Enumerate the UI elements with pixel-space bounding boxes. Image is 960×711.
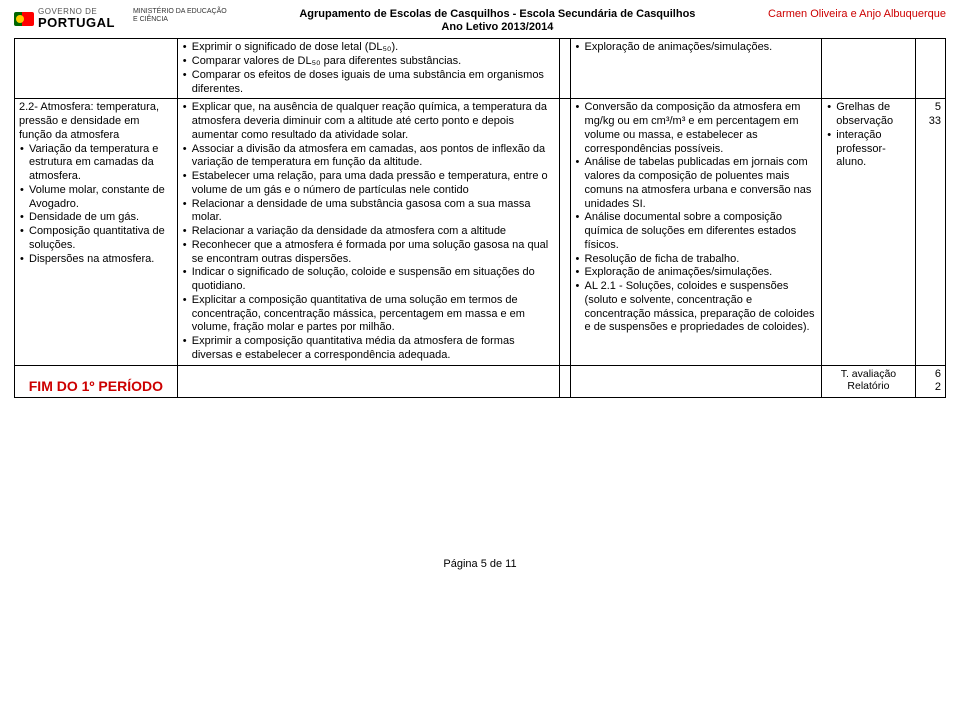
cell-objectives-1: Exprimir o significado de dose letal (DL… bbox=[177, 39, 559, 99]
topic-sublist: Variação da temperatura e estrutura em c… bbox=[19, 143, 173, 267]
hours-top: 5 bbox=[920, 101, 941, 115]
logo-text: GOVERNO DE PORTUGAL bbox=[38, 8, 115, 29]
cell-activities-1: Exploração de animações/simulações. bbox=[570, 39, 822, 99]
center-title: Agrupamento de Escolas de Casquilhos - E… bbox=[233, 8, 762, 34]
list-item: Grelhas de observação bbox=[826, 101, 910, 129]
curriculum-table: Exprimir o significado de dose letal (DL… bbox=[14, 38, 946, 398]
cell-spacer bbox=[559, 99, 570, 365]
eval-row-2: Relatório bbox=[826, 380, 910, 392]
list-item: Relacionar a variação da densidade da at… bbox=[182, 225, 555, 239]
fim-periodo: FIM DO 1º PERÍODO bbox=[15, 365, 178, 398]
list-item: Relacionar a densidade de uma substância… bbox=[182, 198, 555, 226]
page-footer: Página 5 de 11 bbox=[14, 558, 946, 570]
list-item: Exprimir o significado de dose letal (DL… bbox=[182, 41, 555, 55]
list-item: Comparar os efeitos de doses iguais de u… bbox=[182, 69, 555, 97]
table-row: 2.2- Atmosfera: temperatura, pressão e d… bbox=[15, 99, 946, 365]
list-item: Reconhecer que a atmosfera é formada por… bbox=[182, 239, 555, 267]
activities-list-1: Exploração de animações/simulações. bbox=[575, 41, 818, 55]
cell-empty bbox=[177, 365, 559, 398]
list-item: Volume molar, constante de Avogadro. bbox=[19, 184, 173, 212]
ministerio-label: MINISTÉRIO DA EDUCAÇÃO E CIÊNCIA bbox=[133, 8, 227, 23]
cell-hours-empty bbox=[915, 39, 945, 99]
instruments-list: Grelhas de observaçãointeração professor… bbox=[826, 101, 910, 170]
eval-row-1: T. avaliação bbox=[826, 368, 910, 380]
list-item: Conversão da composição da atmosfera em … bbox=[575, 101, 818, 156]
list-item: Resolução de ficha de trabalho. bbox=[575, 253, 818, 267]
cell-topic-2: 2.2- Atmosfera: temperatura, pressão e d… bbox=[15, 99, 178, 365]
cell-hours-3: 6 2 bbox=[915, 365, 945, 398]
list-item: Exploração de animações/simulações. bbox=[575, 266, 818, 280]
objectives-list-2: Explicar que, na ausência de qualquer re… bbox=[182, 101, 555, 362]
table-row: Exprimir o significado de dose letal (DL… bbox=[15, 39, 946, 99]
list-item: Densidade de um gás. bbox=[19, 211, 173, 225]
cell-topic-empty bbox=[15, 39, 178, 99]
ministerio-line2: E CIÊNCIA bbox=[133, 16, 227, 24]
ministerio-line1: MINISTÉRIO DA EDUCAÇÃO bbox=[133, 8, 227, 16]
list-item: Exploração de animações/simulações. bbox=[575, 41, 818, 55]
list-item: Indicar o significado de solução, coloid… bbox=[182, 266, 555, 294]
list-item: Análise de tabelas publicadas em jornais… bbox=[575, 156, 818, 211]
list-item: Estabelecer uma relação, para uma dada p… bbox=[182, 170, 555, 198]
cell-objectives-2: Explicar que, na ausência de qualquer re… bbox=[177, 99, 559, 365]
school-name: Agrupamento de Escolas de Casquilhos - E… bbox=[233, 8, 762, 21]
cell-empty bbox=[570, 365, 822, 398]
topic-title: 2.2- Atmosfera: temperatura, pressão e d… bbox=[19, 101, 173, 142]
authors: Carmen Oliveira e Anjo Albuquerque bbox=[768, 8, 946, 20]
list-item: Dispersões na atmosfera. bbox=[19, 253, 173, 267]
gov-logo: GOVERNO DE PORTUGAL bbox=[14, 8, 115, 29]
hours-bottom: 33 bbox=[920, 115, 941, 129]
cell-eval-final: T. avaliação Relatório bbox=[822, 365, 915, 398]
objectives-list-1: Exprimir o significado de dose letal (DL… bbox=[182, 41, 555, 96]
cell-spacer bbox=[559, 365, 570, 398]
page-header: GOVERNO DE PORTUGAL MINISTÉRIO DA EDUCAÇ… bbox=[14, 8, 946, 34]
cell-spacer bbox=[559, 39, 570, 99]
list-item: AL 2.1 - Soluções, coloides e suspensões… bbox=[575, 280, 818, 335]
table-row: FIM DO 1º PERÍODO T. avaliação Relatório… bbox=[15, 365, 946, 398]
list-item: Explicar que, na ausência de qualquer re… bbox=[182, 101, 555, 142]
list-item: Exprimir a composição quantitativa média… bbox=[182, 335, 555, 363]
school-year: Ano Letivo 2013/2014 bbox=[233, 21, 762, 34]
list-item: Variação da temperatura e estrutura em c… bbox=[19, 143, 173, 184]
flag-icon bbox=[14, 12, 34, 26]
list-item: interação professor-aluno. bbox=[826, 129, 910, 170]
list-item: Composição quantitativa de soluções. bbox=[19, 225, 173, 253]
hours-r3a: 6 bbox=[920, 368, 941, 382]
list-item: Comparar valores de DL₅₀ para diferentes… bbox=[182, 55, 555, 69]
hours-r3b: 2 bbox=[920, 381, 941, 395]
cell-eval-empty bbox=[822, 39, 915, 99]
portugal-label: PORTUGAL bbox=[38, 16, 115, 29]
list-item: Associar a divisão da atmosfera em camad… bbox=[182, 143, 555, 171]
cell-instruments: Grelhas de observaçãointeração professor… bbox=[822, 99, 915, 365]
cell-activities-2: Conversão da composição da atmosfera em … bbox=[570, 99, 822, 365]
activities-list-2: Conversão da composição da atmosfera em … bbox=[575, 101, 818, 335]
list-item: Análise documental sobre a composição qu… bbox=[575, 211, 818, 252]
cell-hours-2: 5 33 bbox=[915, 99, 945, 365]
list-item: Explicitar a composição quantitativa de … bbox=[182, 294, 555, 335]
